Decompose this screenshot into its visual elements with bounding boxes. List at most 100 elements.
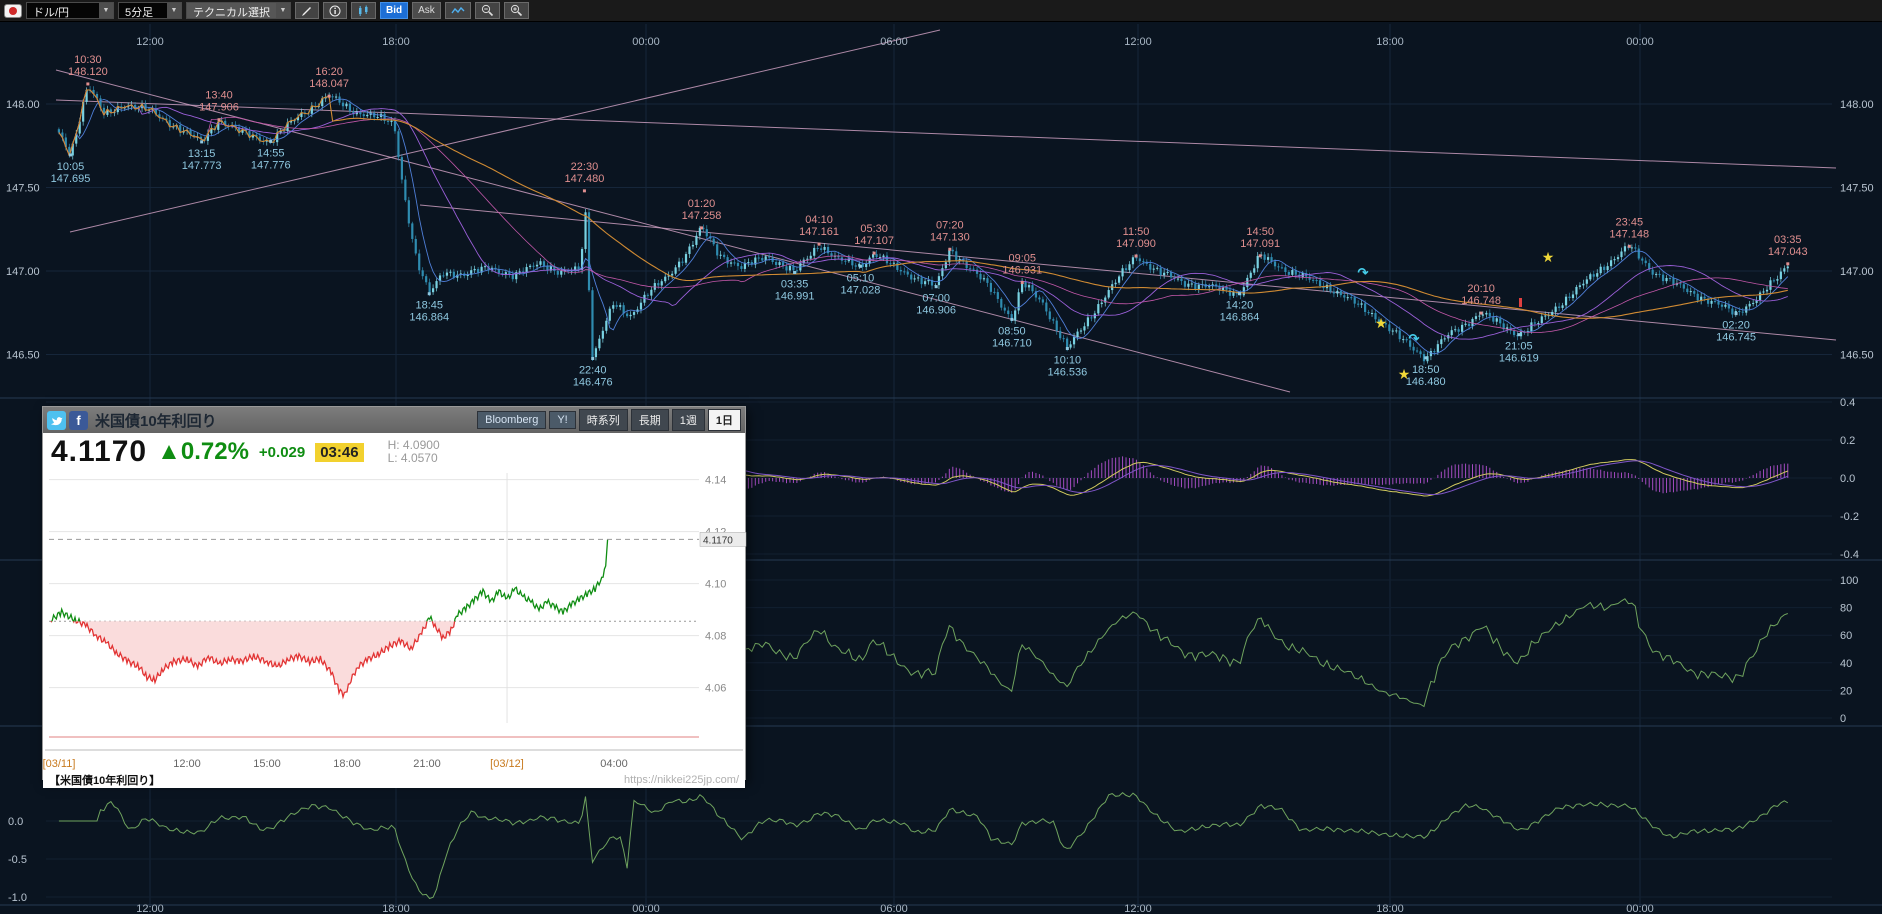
svg-text:100: 100	[1840, 575, 1858, 587]
svg-text:146.991: 146.991	[775, 291, 815, 303]
japan-flag-icon	[4, 3, 22, 18]
svg-text:18:00: 18:00	[382, 903, 410, 914]
svg-text:-0.4: -0.4	[1840, 549, 1859, 561]
svg-text:147.043: 147.043	[1768, 246, 1808, 258]
yield-line-positive	[77, 616, 81, 622]
footer-url[interactable]: https://nikkei225jp.com/	[624, 774, 739, 786]
svg-text:80: 80	[1840, 603, 1852, 615]
yield-chart-svg[interactable]: 4.144.124.104.084.064.1170	[43, 471, 747, 753]
info-icon	[329, 5, 341, 16]
popup-tab-4[interactable]: 1週	[671, 409, 705, 431]
svg-text:147.50: 147.50	[6, 183, 40, 195]
popup-header: f 米国債10年利回り Bloomberg Y! 時系列 長期 1週 1日	[43, 407, 745, 433]
svg-text:147.906: 147.906	[199, 102, 239, 114]
svg-text:147.00: 147.00	[1840, 266, 1874, 278]
svg-text:147.090: 147.090	[1116, 238, 1156, 250]
svg-text:18:45: 18:45	[415, 300, 443, 312]
footer-title: 【米国債10年利回り】	[49, 775, 161, 787]
svg-text:14:50: 14:50	[1246, 226, 1274, 238]
svg-text:18:00: 18:00	[1376, 903, 1404, 914]
draw-tool-button[interactable]	[295, 2, 319, 19]
svg-text:147.00: 147.00	[6, 266, 40, 278]
yield-line-positive	[51, 606, 74, 622]
svg-text:147.258: 147.258	[682, 210, 722, 222]
svg-text:4.14: 4.14	[705, 475, 726, 487]
svg-text:06:00: 06:00	[880, 903, 908, 914]
chart-type-button[interactable]	[351, 2, 376, 19]
yield-x-label: 15:00	[253, 758, 281, 770]
svg-text:03:35: 03:35	[781, 279, 809, 291]
gridlines	[0, 24, 1882, 906]
popup-tab-2[interactable]: 時系列	[578, 409, 628, 431]
svg-text:00:00: 00:00	[1626, 36, 1654, 48]
popup-tab-active[interactable]: 1日	[707, 409, 741, 431]
svg-text:-1.0: -1.0	[8, 892, 27, 904]
popup-footer: 【米国債10年利回り】 https://nikkei225jp.com/	[43, 772, 745, 788]
svg-text:10:30: 10:30	[74, 54, 102, 66]
timeframe-select[interactable]: 5分足 ▼	[118, 2, 182, 19]
yield-x-label: [03/12]	[490, 758, 524, 770]
red-flag-marker	[1519, 298, 1522, 307]
yield-popup-window[interactable]: f 米国債10年利回り Bloomberg Y! 時系列 長期 1週 1日 4.1170 …	[42, 406, 747, 788]
yield-line-negative	[79, 620, 428, 700]
svg-text:147.161: 147.161	[799, 226, 839, 238]
ma-slow	[58, 89, 1788, 319]
svg-text:14:20: 14:20	[1226, 300, 1254, 312]
chevron-down-icon[interactable]: ▼	[167, 3, 181, 18]
svg-text:08:50: 08:50	[998, 325, 1026, 337]
svg-text:146.480: 146.480	[1406, 376, 1446, 388]
quote-row: 4.1170 ▲0.72% +0.029 03:46 H: 4.0900 L: …	[43, 433, 745, 471]
yield-line-positive	[453, 539, 609, 622]
svg-text:146.536: 146.536	[1047, 366, 1087, 378]
svg-text:00:00: 00:00	[632, 903, 660, 914]
svg-text:60: 60	[1840, 630, 1852, 642]
yield-x-label: 12:00	[173, 758, 201, 770]
svg-text:4.10: 4.10	[705, 579, 726, 591]
chevron-down-icon[interactable]: ▼	[276, 3, 290, 18]
popup-tab-3[interactable]: 長期	[630, 409, 669, 431]
popup-title: 米国債10年利回り	[95, 412, 217, 430]
svg-text:146.906: 146.906	[916, 305, 956, 317]
svg-text:4.08: 4.08	[705, 631, 726, 643]
svg-text:20: 20	[1840, 685, 1852, 697]
svg-text:★: ★	[1398, 366, 1411, 382]
svg-text:00:00: 00:00	[1626, 903, 1654, 914]
svg-text:146.745: 146.745	[1716, 332, 1756, 344]
svg-text:-0.5: -0.5	[8, 854, 27, 866]
technical-select[interactable]: テクニカル選択 ▼	[186, 2, 291, 19]
popup-tab-0[interactable]: Bloomberg	[477, 411, 547, 429]
ask-button[interactable]: Ask	[412, 2, 441, 19]
chevron-down-icon[interactable]: ▼	[99, 3, 113, 18]
svg-text:07:00: 07:00	[922, 293, 950, 305]
quote-time-badge: 03:46	[315, 442, 364, 462]
svg-text:0.2: 0.2	[1840, 435, 1855, 447]
popup-tab-1[interactable]: Y!	[549, 411, 576, 429]
osc-line	[58, 792, 1789, 900]
svg-text:148.00: 148.00	[1840, 99, 1874, 111]
tick-chart-button[interactable]	[444, 2, 471, 19]
svg-text:147.028: 147.028	[841, 284, 881, 296]
twitter-icon[interactable]	[47, 410, 66, 430]
facebook-icon[interactable]: f	[69, 410, 88, 430]
svg-text:146.864: 146.864	[1220, 312, 1260, 324]
svg-text:05:10: 05:10	[847, 272, 875, 284]
zoom-in-button[interactable]	[503, 2, 529, 19]
svg-text:40: 40	[1840, 658, 1852, 670]
zoom-out-button[interactable]	[474, 2, 500, 19]
svg-text:4.06: 4.06	[705, 683, 726, 695]
svg-text:23:45: 23:45	[1616, 216, 1644, 228]
svg-text:04:10: 04:10	[805, 214, 833, 226]
svg-text:147.695: 147.695	[51, 173, 91, 185]
svg-text:02:20: 02:20	[1722, 320, 1750, 332]
pair-select[interactable]: ドル/円 ▼	[26, 2, 114, 19]
pair-select-value: ドル/円	[33, 7, 70, 19]
svg-text:↷: ↷	[1409, 331, 1420, 346]
info-button[interactable]	[323, 2, 347, 19]
svg-text:146.931: 146.931	[1002, 265, 1042, 277]
timeframe-select-value: 5分足	[125, 7, 154, 19]
technical-select-value: テクニカル選択	[193, 7, 270, 19]
chart-markers: ★ ★ ★ ↷ ↷	[1358, 249, 1555, 382]
bid-button[interactable]: Bid	[380, 2, 409, 19]
